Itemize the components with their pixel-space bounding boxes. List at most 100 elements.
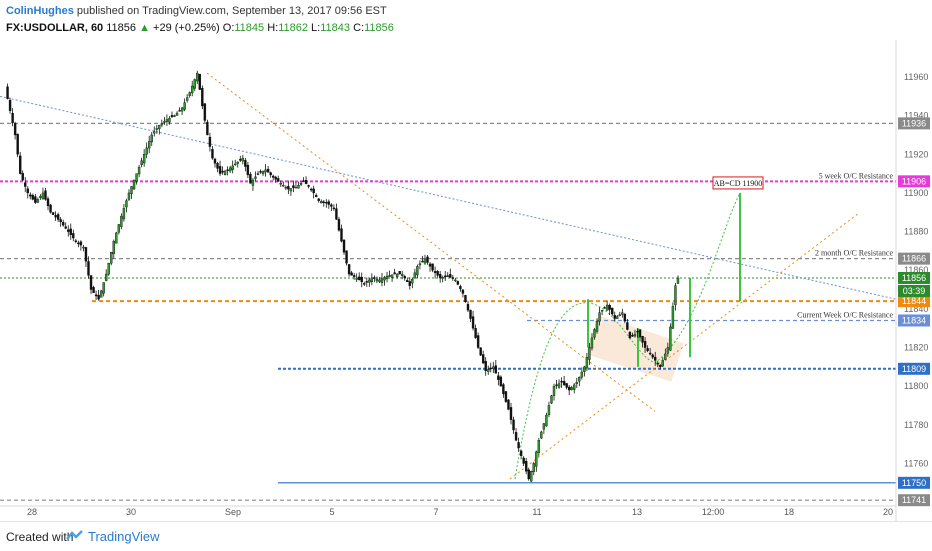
candle-body [84,247,88,262]
candle-body [239,159,242,161]
trendline-orange-up[interactable] [509,211,861,480]
candle-body [479,347,482,356]
candle-body [79,241,83,246]
time-tick-label: 12:00 [702,507,725,517]
candle-body [271,175,275,178]
candle-body [428,263,432,267]
candle-body [158,125,161,130]
candle-body [24,182,27,187]
candle-body [236,161,239,164]
candle-body [436,271,439,276]
candle-body [259,171,262,173]
candle-body [183,102,186,110]
price-chart[interactable]: 5 week O/C Resistance 2 month O/C Resista… [0,40,932,521]
price-tick-label: 11840 [904,304,928,314]
tradingview-brand[interactable]: TradingView [88,529,160,544]
price-badge-11844 [898,295,930,308]
candle-body [54,214,57,218]
candle-body [107,262,110,275]
candle-body [661,360,664,367]
candle-body [18,155,22,174]
candle-body [112,241,115,254]
candle-body [446,275,449,277]
candle-body [590,337,594,349]
candle-body [481,354,485,364]
candle-body [130,186,133,194]
candle-body [532,463,535,473]
time-tick-label: 5 [329,507,334,517]
time-tick-label: 30 [126,507,136,517]
candle-body [611,307,614,315]
candle-body [59,219,62,223]
candle-body [578,376,581,382]
candle-body [600,309,604,312]
candle-body [135,173,138,182]
candle-body [170,115,174,118]
candle-body [507,399,510,410]
chart-header: ColinHughes published on TradingView.com… [0,0,932,40]
candle-body [350,272,353,276]
candle-body [175,112,179,116]
author-link[interactable]: ColinHughes [6,5,74,17]
candle-body [669,326,672,351]
candle-body [160,123,164,126]
candle-body [519,450,523,456]
price-tick-label: 11780 [904,420,928,430]
candle-body [61,222,65,226]
candle-body [132,179,136,190]
candle-body [332,207,336,210]
candle-body [11,113,14,124]
candle-body [302,180,305,182]
candle-body [646,348,649,351]
candle-body [666,347,670,354]
candle-body [137,166,141,175]
candle-body [211,149,214,159]
candle-body [241,157,245,162]
candle-body [145,147,148,155]
price-tick-label: 11760 [904,458,928,468]
candle-body [583,366,586,372]
current-price-badge-text: 03:39 [903,286,926,296]
candle-body [185,97,189,101]
candle-body [552,385,556,396]
candle-body [102,282,105,294]
candle-body [307,185,310,187]
candle-body [287,185,290,190]
price-badge-text: 11936 [902,118,926,128]
candle-body [269,172,272,176]
candle-body [608,304,611,310]
candle-body [77,242,80,245]
price-tick-label: 11800 [904,381,928,391]
trendline-orange-down[interactable] [206,72,656,412]
candle-body [395,273,399,278]
candle-body [251,179,255,186]
candle-body [122,208,126,220]
candle-body [476,335,480,348]
candle-body [626,322,629,330]
candle-body [246,164,250,176]
candle-body [254,176,257,179]
trendline-blue[interactable] [0,95,897,300]
candle-body [64,226,67,229]
candle-body [616,316,619,319]
footer: Created with TradingView [0,521,932,551]
candle-body [643,341,647,348]
candle-body [471,316,475,329]
candle-body [320,201,323,204]
candle-body [401,273,404,276]
candle-body [299,183,303,185]
price-badge-11750 [898,476,930,489]
current-price-badge [898,271,930,284]
candle-body [449,274,452,278]
candle-body [613,315,616,319]
candle-body [398,271,401,275]
candle-body [580,371,584,378]
candle-body [651,354,654,358]
candle-body [474,328,477,339]
candle-body [654,356,657,361]
candle-body [411,279,414,284]
candle-body [403,276,406,279]
price-badge-text: 11844 [902,296,926,306]
candle-body [180,107,184,112]
price-badge-11809 [898,362,930,375]
